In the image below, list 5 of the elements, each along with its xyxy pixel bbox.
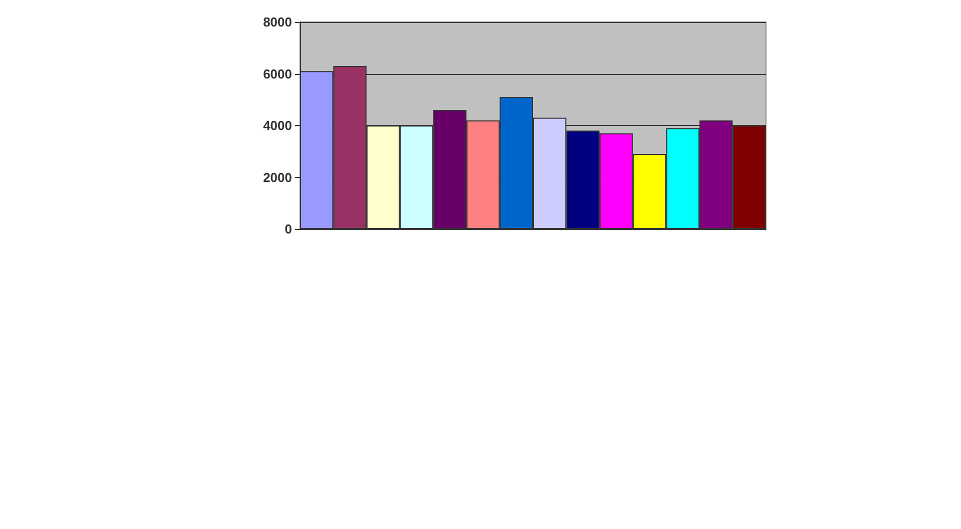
y-tick-label: 6000 (263, 66, 292, 82)
y-tick-label: 0 (284, 222, 292, 236)
y-tick-label: 4000 (263, 118, 292, 133)
y-tick-label: 2000 (263, 170, 292, 185)
y-tick-label: 8000 (263, 14, 292, 30)
